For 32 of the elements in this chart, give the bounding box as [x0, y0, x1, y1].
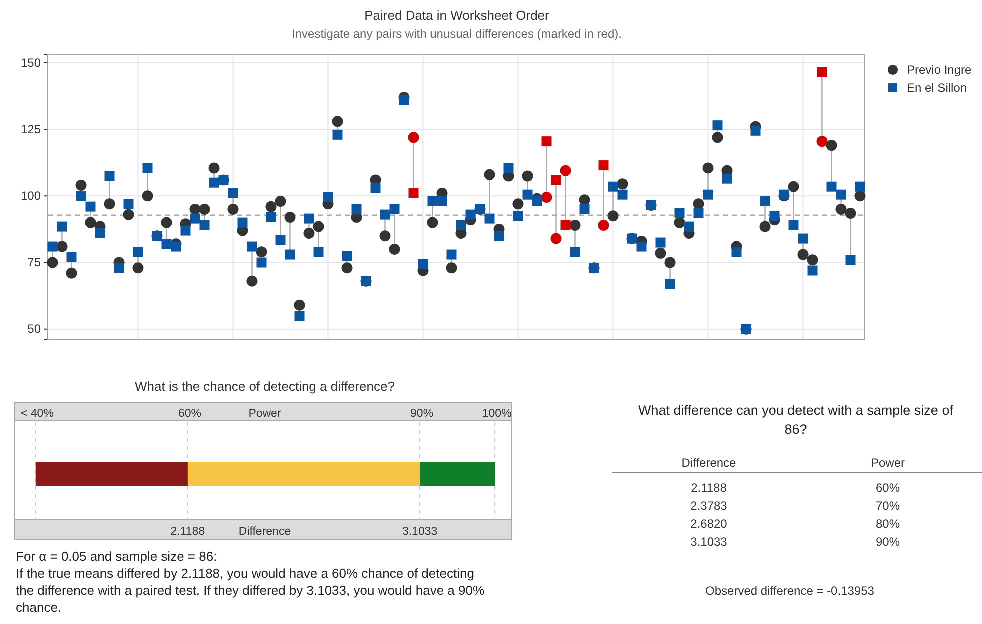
category-label: 60%	[178, 408, 202, 420]
text: 90%	[876, 535, 900, 549]
text: 2.1188	[170, 526, 206, 538]
text: What is the chance of detecting a difference?	[135, 379, 395, 394]
text: 2.1188	[691, 481, 728, 495]
chart-subtitle: Investigate any pairs with unusual differences (marked in red).	[292, 27, 622, 41]
category-label: 100%	[482, 408, 512, 420]
legend-label: Previo Ingre	[907, 63, 972, 77]
y-tick-label: 50	[28, 322, 42, 336]
legend-label: En el Sillon	[907, 81, 968, 95]
text: 3.1033	[402, 526, 438, 538]
text: Power	[870, 456, 906, 470]
y-tick-label: 100	[20, 189, 42, 204]
chart-title: Paired Data in Worksheet Order	[364, 8, 550, 23]
text: 2.6820	[690, 517, 728, 531]
y-tick-label: 75	[28, 256, 42, 270]
text: Power	[248, 408, 282, 420]
text: 70%	[876, 499, 900, 513]
text: For α = 0.05 and sample size = 86:	[16, 548, 218, 565]
text: 3.1033	[690, 535, 728, 549]
category-label: 90%	[410, 408, 434, 420]
text: Difference	[238, 526, 292, 538]
y-tick-label: 125	[20, 122, 42, 136]
text: 60%	[876, 481, 900, 495]
text: Difference	[682, 456, 737, 470]
text: 80%	[876, 517, 900, 531]
text: Observed difference = -0.13953	[706, 584, 875, 598]
y-tick-label: 150	[20, 56, 42, 70]
category-label: < 40%	[21, 408, 54, 420]
text: What difference can you detect with a sample size of 86?	[638, 402, 954, 439]
text: If the true means differed by 2.1188, you would have a 60% chance of detecting the difference with a paired test. If they differed by 3.1033, you would have a 90% chance.	[16, 565, 486, 616]
text: 2.3783	[690, 499, 728, 513]
